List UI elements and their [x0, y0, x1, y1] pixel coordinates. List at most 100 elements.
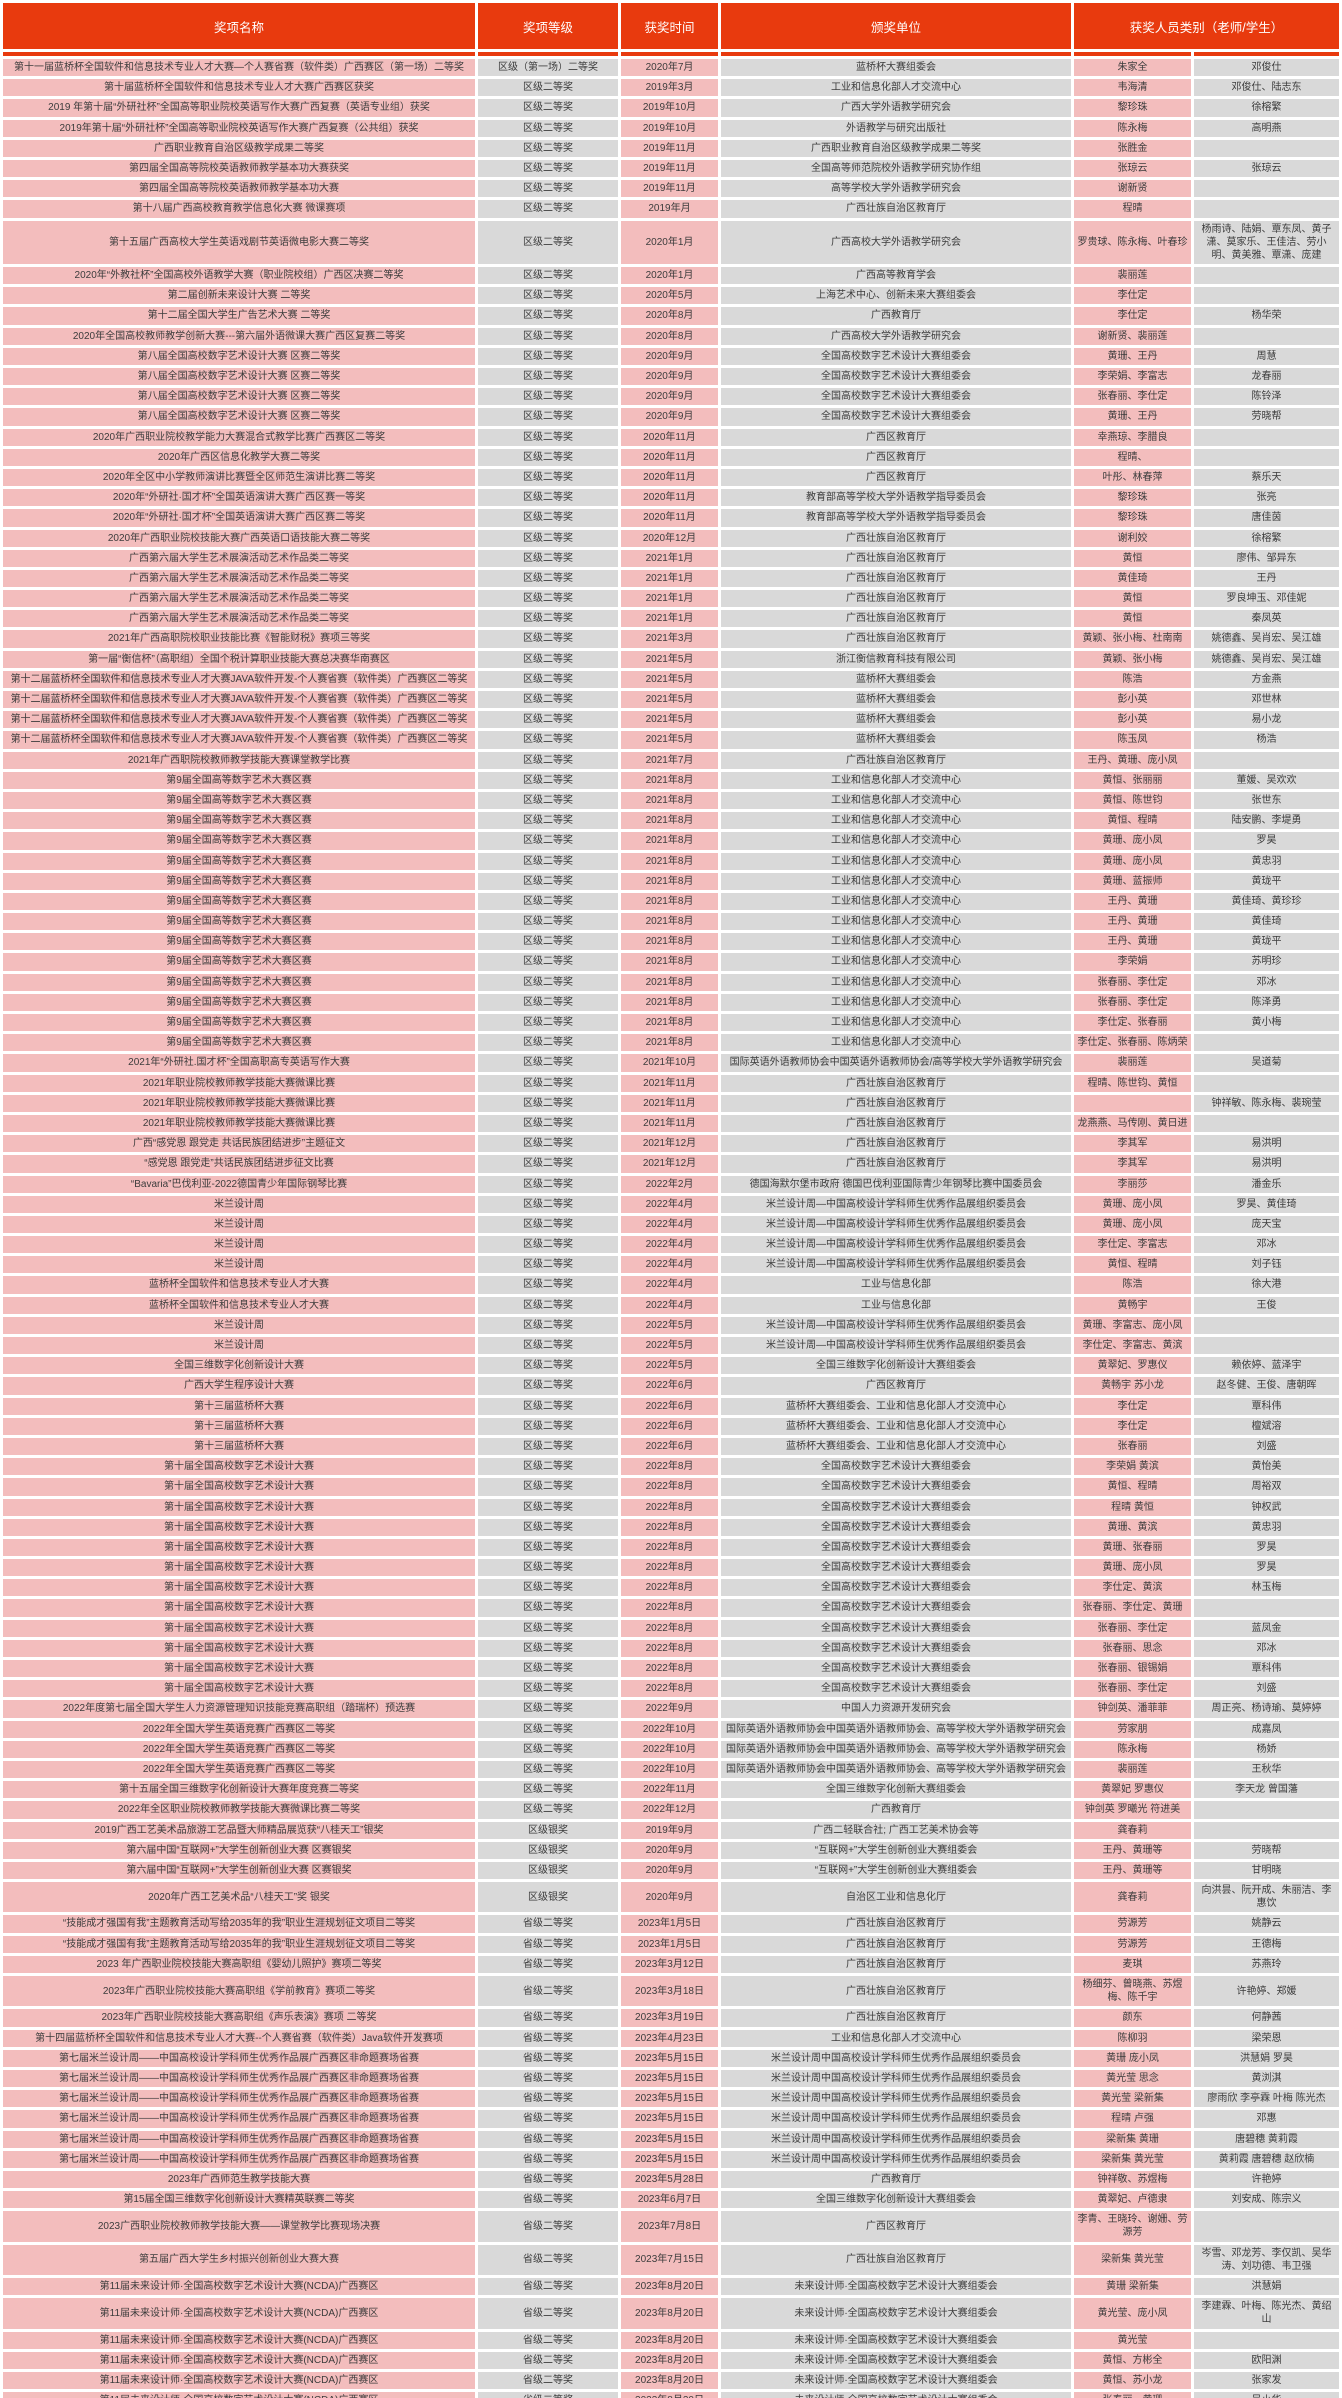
teacher-cell: 李青、王晓玲、谢姗、劳源芳 [1074, 2211, 1191, 2242]
award-time-cell: 2022年8月 [621, 1518, 718, 1536]
award-unit-cell: 米兰设计周—中国高校设计学科师生优秀作品展组织委员会 [721, 1195, 1071, 1213]
award-unit-cell: 外语教学与研究出版社 [721, 119, 1071, 137]
award-level-cell: 区级二等奖 [478, 220, 618, 265]
award-unit-cell: 教育部高等学校大学外语教学指导委员会 [721, 509, 1071, 527]
teacher-cell: 谢新贤、裴丽莲 [1074, 327, 1191, 345]
award-unit-cell: 广西壮族自治区教育厅 [721, 1155, 1071, 1173]
teacher-cell: 劳家朋 [1074, 1720, 1191, 1738]
student-cell: 张琼云 [1194, 159, 1340, 178]
student-cell: 蔡乐天 [1194, 468, 1340, 487]
award-name-cell: 第11届未来设计师·全国高校数字艺术设计大赛(NCDA)广西赛区 [3, 2331, 475, 2349]
student-cell [1194, 180, 1340, 198]
student-cell: 甘明晓 [1194, 1861, 1340, 1880]
award-time-cell: 2021年8月 [621, 913, 718, 931]
student-cell: 蓝凤金 [1194, 1619, 1340, 1637]
teacher-cell: 黄恒 [1074, 549, 1191, 567]
teacher-cell: 王丹、黄珊等 [1074, 1861, 1191, 1880]
award-unit-cell: 全国三维数字化创新设计大赛组委会 [721, 2191, 1071, 2209]
award-name-cell: 蓝桥杯全国软件和信息技术专业人才大赛 [3, 1296, 475, 1314]
teacher-cell: 裴丽莲 [1074, 1054, 1191, 1072]
student-cell [1194, 751, 1340, 769]
award-level-cell: 省级二等奖 [478, 2351, 618, 2369]
award-time-cell: 2021年12月 [621, 1155, 718, 1173]
student-cell: 张亮 [1194, 489, 1340, 507]
award-unit-cell: 工业和信息化部人才交流中心 [721, 973, 1071, 991]
table-row: “技能成才强国有我”主题教育活动写给2035年的我”职业生涯规划征文项目二等奖省… [3, 1935, 1340, 1953]
award-unit-cell: 广西高校大学外语教学研究会 [721, 327, 1071, 345]
table-row: 2023广西职业院校教师教学技能大赛——课堂教学比赛现场决赛 省级二等奖 2023年… [3, 2211, 1340, 2242]
award-unit-cell: 广西壮族自治区教育厅 [721, 630, 1071, 648]
student-cell [1194, 1074, 1340, 1092]
student-cell: 黄珑平 [1194, 933, 1340, 951]
award-name-cell: 第十届全国高校数字艺术设计大赛 [3, 1458, 475, 1476]
teacher-cell: 张春丽、李仕定 [1074, 973, 1191, 991]
teacher-cell: 王丹、黄珊等 [1074, 1841, 1191, 1859]
table-row: 第9届全国高等数字艺术大赛区赛 区级二等奖 2021年8月 工业和信息化部人才交流中心… [3, 832, 1340, 850]
teacher-cell: 张春丽、李仕定 [1074, 993, 1191, 1011]
teacher-cell: 梁新集 黄珊 [1074, 2130, 1191, 2148]
award-level-cell: 区级二等奖 [478, 1175, 618, 1193]
student-cell [1194, 1801, 1340, 1819]
student-cell: 邓冰 [1194, 1236, 1340, 1254]
student-cell: 黄小梅 [1194, 1014, 1340, 1032]
award-level-cell: 区级银奖 [478, 1841, 618, 1859]
table-row: 第十届全国高校数字艺术设计大赛 区级二等奖 2022年8月 全国高校数字艺术设计大赛组… [3, 1619, 1340, 1637]
award-time-cell: 2021年8月 [621, 1014, 718, 1032]
teacher-cell: 程晴、 [1074, 448, 1191, 466]
student-cell: 姚德鑫、吴肖宏、吴江雄 [1194, 650, 1340, 668]
award-name-cell: 第五届广西大学生乡村振兴创新创业大赛大赛 [3, 2244, 475, 2275]
award-unit-cell: 未来设计师·全国高校数字艺术设计大赛组委会 [721, 2278, 1071, 2296]
teacher-cell: 李其军 [1074, 1135, 1191, 1153]
teacher-cell: 梁新集 黄光莹 [1074, 2150, 1191, 2168]
student-cell: 刘安成、陈宗义 [1194, 2191, 1340, 2209]
award-time-cell: 2023年6月7日 [621, 2191, 718, 2209]
award-unit-cell: 工业和信息化部人才交流中心 [721, 892, 1071, 911]
teacher-cell: 麦琪 [1074, 1955, 1191, 1973]
award-name-cell: 米兰设计周 [3, 1236, 475, 1254]
award-unit-cell: 广西壮族自治区教育厅 [721, 1935, 1071, 1953]
table-row: 第9届全国高等数字艺术大赛区赛 区级二等奖 2021年8月 工业和信息化部人才交流中心… [3, 933, 1340, 951]
teacher-cell: 黄珊、李富志、庞小凤 [1074, 1316, 1191, 1334]
award-name-cell: 第十届全国高校数字艺术设计大赛 [3, 1660, 475, 1678]
table-row: 2021年广西职院校教师教学技能大赛课堂教学比赛 区级二等奖 2021年7月 广西壮族… [3, 751, 1340, 769]
teacher-cell: 黎珍珠 [1074, 509, 1191, 527]
award-name-cell: 广西第六届大学生艺术展演活动艺术作品类二等奖 [3, 549, 475, 567]
award-unit-cell: 米兰设计周中国高校设计学科师生优秀作品展组织委员会 [721, 2049, 1071, 2067]
student-cell: 王秋华 [1194, 1760, 1340, 1779]
student-cell: 杨娇 [1194, 1740, 1340, 1758]
award-level-cell: 区级二等奖 [478, 1417, 618, 1435]
teacher-cell: 黄恒、苏小龙 [1074, 2371, 1191, 2390]
award-level-cell: 区级二等奖 [478, 1538, 618, 1557]
teacher-cell: 王丹、黄珊、庞小凤 [1074, 751, 1191, 769]
award-time-cell: 2020年5月 [621, 287, 718, 305]
table-row: 第9届全国高等数字艺术大赛区赛 区级二等奖 2021年8月 工业和信息化部人才交流中心… [3, 913, 1340, 931]
student-cell: 黄佳琦、黄珍珍 [1194, 892, 1340, 911]
award-time-cell: 2023年8月20日 [621, 2278, 718, 2296]
award-unit-cell: 未来设计师·全国高校数字艺术设计大赛组委会 [721, 2298, 1071, 2329]
award-name-cell: 第八届全国高校数字艺术设计大赛 区赛二等奖 [3, 347, 475, 365]
award-name-cell: 第9届全国高等数字艺术大赛区赛 [3, 812, 475, 830]
award-unit-cell: 全国高校数字艺术设计大赛组委会 [721, 388, 1071, 406]
award-time-cell: 2019年10月 [621, 119, 718, 137]
award-unit-cell: 工业和信息化部人才交流中心 [721, 872, 1071, 890]
award-time-cell: 2023年5月15日 [621, 2130, 718, 2148]
award-name-cell: 第十二届蓝桥杯全国软件和信息技术专业人才大赛JAVA软件开发-个人赛省赛（软件类… [3, 731, 475, 749]
award-unit-cell: 广西壮族自治区教育厅 [721, 1094, 1071, 1112]
student-cell: 周慧 [1194, 347, 1340, 365]
award-name-cell: 米兰设计周 [3, 1337, 475, 1355]
student-cell: 钟权武 [1194, 1498, 1340, 1516]
student-cell: 洪慧娟 [1194, 2278, 1340, 2296]
award-time-cell: 2021年8月 [621, 1034, 718, 1052]
teacher-cell: 韦海清 [1074, 79, 1191, 97]
student-cell: 易小龙 [1194, 711, 1340, 729]
teacher-cell [1074, 1094, 1191, 1112]
table-row: 2021年“外研社.国才杯”全国高职高专英语写作大赛 区级二等奖 2021年10月国… [3, 1054, 1340, 1072]
award-time-cell: 2022年5月 [621, 1316, 718, 1334]
student-cell [1194, 1599, 1340, 1617]
award-name-cell: 第七届米兰设计周——中国高校设计学科师生优秀作品展广西赛区非命题赛场省赛 [3, 2090, 475, 2108]
award-name-cell: 第9届全国高等数字艺术大赛区赛 [3, 1034, 475, 1052]
award-unit-cell: 米兰设计周—中国高校设计学科师生优秀作品展组织委员会 [721, 1256, 1071, 1274]
award-time-cell: 2022年6月 [621, 1437, 718, 1456]
student-cell [1194, 448, 1340, 466]
award-time-cell: 2019年月 [621, 200, 718, 218]
